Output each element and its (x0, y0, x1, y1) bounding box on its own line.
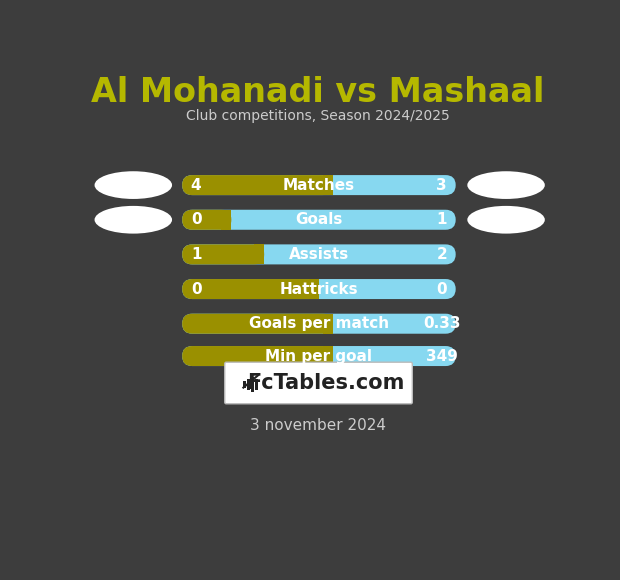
Text: Club competitions, Season 2024/2025: Club competitions, Season 2024/2025 (186, 109, 450, 123)
FancyBboxPatch shape (182, 346, 456, 366)
FancyBboxPatch shape (182, 175, 332, 195)
Bar (322, 314, 332, 334)
Text: 0: 0 (436, 281, 447, 296)
Text: Min per goal: Min per goal (265, 349, 373, 364)
Bar (251, 377, 254, 392)
Text: FcTables.com: FcTables.com (247, 373, 405, 393)
FancyBboxPatch shape (182, 279, 319, 299)
Text: 3 november 2024: 3 november 2024 (250, 418, 386, 433)
Text: 0.33: 0.33 (423, 316, 461, 331)
Bar (322, 175, 332, 195)
Bar (243, 382, 246, 387)
Ellipse shape (95, 206, 172, 234)
Text: Goals: Goals (295, 212, 343, 227)
Text: 4: 4 (191, 177, 202, 193)
Text: Matches: Matches (283, 177, 355, 193)
FancyBboxPatch shape (182, 314, 332, 334)
Text: 1: 1 (191, 247, 202, 262)
Text: 349: 349 (426, 349, 458, 364)
Ellipse shape (467, 206, 545, 234)
Bar (255, 379, 258, 390)
FancyBboxPatch shape (182, 346, 332, 366)
Text: 0: 0 (191, 281, 202, 296)
Text: Goals per match: Goals per match (249, 316, 389, 331)
Ellipse shape (95, 171, 172, 199)
FancyBboxPatch shape (182, 210, 456, 230)
Text: 2: 2 (436, 247, 447, 262)
Bar (221, 210, 231, 230)
Bar (309, 279, 319, 299)
FancyBboxPatch shape (182, 314, 456, 334)
Text: Al Mohanadi vs Mashaal: Al Mohanadi vs Mashaal (91, 76, 544, 109)
Text: 0: 0 (191, 212, 202, 227)
Ellipse shape (467, 171, 545, 199)
FancyBboxPatch shape (182, 244, 264, 264)
FancyBboxPatch shape (182, 279, 456, 299)
FancyBboxPatch shape (182, 210, 231, 230)
FancyBboxPatch shape (182, 244, 456, 264)
Bar (247, 379, 250, 390)
Text: 3: 3 (436, 177, 447, 193)
FancyBboxPatch shape (224, 362, 412, 404)
Text: Assists: Assists (289, 247, 349, 262)
Bar (254, 244, 264, 264)
Bar (322, 346, 332, 366)
FancyBboxPatch shape (182, 175, 456, 195)
Text: 1: 1 (436, 212, 447, 227)
Text: Hattricks: Hattricks (280, 281, 358, 296)
